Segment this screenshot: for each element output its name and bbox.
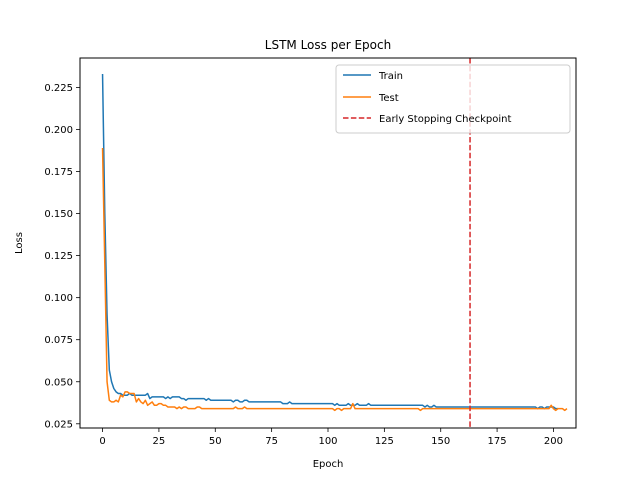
legend-test-label: Test <box>378 93 399 104</box>
y-tick-label: 0.050 <box>44 377 73 388</box>
y-axis-label: Loss <box>14 232 25 254</box>
x-tick-label: 150 <box>431 436 450 447</box>
series-line-test <box>101 147 568 412</box>
x-tick-label: 200 <box>544 436 563 447</box>
x-tick-label: 100 <box>318 436 337 447</box>
y-axis-ticks: 0.025 0.050 0.075 0.100 0.125 0.150 0.175 0.200… <box>44 83 80 430</box>
y-tick-label: 0.200 <box>44 125 73 136</box>
legend: Train Test Early Stopping Checkpoint <box>335 64 571 134</box>
plot-frame <box>79 57 577 429</box>
x-tick-label: 125 <box>375 436 394 447</box>
x-tick-label: 175 <box>488 436 507 447</box>
x-axis-ticks: 0 25 50 75 100 125 150 175 200 <box>99 428 563 447</box>
y-tick-label: 0.150 <box>44 209 73 220</box>
x-tick-label: 75 <box>265 436 278 447</box>
x-tick-label: 25 <box>153 436 166 447</box>
series-line-train <box>101 73 558 410</box>
y-tick-label: 0.175 <box>44 167 73 178</box>
legend-train-label: Train <box>378 71 403 82</box>
y-tick-label: 0.075 <box>44 335 73 346</box>
x-tick-label: 50 <box>209 436 222 447</box>
chart-title: LSTM Loss per Epoch <box>265 38 391 52</box>
legend-box <box>335 64 571 134</box>
y-tick-label: 0.100 <box>44 293 73 304</box>
legend-early-stop-label: Early Stopping Checkpoint <box>379 114 512 125</box>
x-axis-label: Epoch <box>313 459 344 470</box>
y-tick-label: 0.225 <box>44 83 73 94</box>
y-tick-label: 0.025 <box>44 419 73 430</box>
y-tick-label: 0.125 <box>44 251 73 262</box>
x-tick-label: 0 <box>99 436 105 447</box>
series-layer <box>101 73 568 412</box>
